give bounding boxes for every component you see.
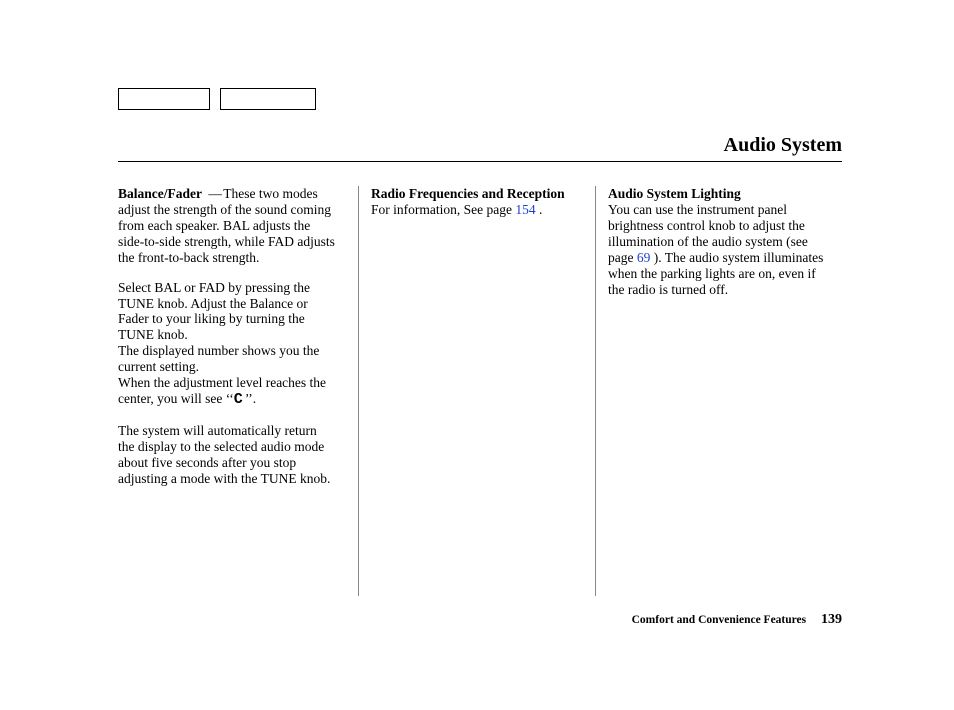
page-content: Audio System Balance/Fader — These two m… bbox=[118, 88, 842, 596]
rf-text-b: . bbox=[536, 202, 543, 217]
balance-fader-return: The system will automatically return the… bbox=[118, 423, 336, 487]
column-1: Balance/Fader — These two modes adjust t… bbox=[118, 186, 358, 596]
page-title: Audio System bbox=[724, 134, 842, 157]
balance-fader-intro: Balance/Fader — These two modes adjust t… bbox=[118, 186, 336, 266]
audio-lighting-heading: Audio System Lighting bbox=[608, 186, 834, 202]
balance-fader-number: The displayed number shows you the curre… bbox=[118, 343, 336, 375]
balance-fader-select: Select BAL or FAD by pressing the TUNE k… bbox=[118, 280, 336, 344]
audio-lighting-text: You can use the instrument panel brightn… bbox=[608, 202, 834, 298]
columns: Balance/Fader — These two modes adjust t… bbox=[118, 186, 842, 596]
balance-fader-label: Balance/Fader bbox=[118, 186, 202, 201]
footer-page-number: 139 bbox=[821, 612, 842, 627]
radio-frequencies-text: For information, See page 154 . bbox=[371, 202, 583, 218]
footer-section: Comfort and Convenience Features bbox=[632, 614, 807, 626]
tab-box-1 bbox=[118, 88, 210, 110]
center-glyph: C bbox=[234, 391, 245, 408]
column-2: Radio Frequencies and Reception For info… bbox=[358, 186, 596, 596]
top-tabs bbox=[118, 88, 842, 110]
page-link-69[interactable]: 69 bbox=[637, 250, 651, 265]
rf-text-a: For information, See page bbox=[371, 202, 515, 217]
balance-fader-center: When the adjustment level reaches the ce… bbox=[118, 375, 336, 409]
dash: — bbox=[206, 186, 223, 201]
radio-frequencies-heading: Radio Frequencies and Reception bbox=[371, 186, 583, 202]
center-text-b: ’’. bbox=[245, 391, 256, 406]
page-footer: Comfort and Convenience Features 139 bbox=[632, 612, 842, 628]
tab-box-2 bbox=[220, 88, 316, 110]
page-link-154[interactable]: 154 bbox=[515, 202, 535, 217]
column-3: Audio System Lighting You can use the in… bbox=[596, 186, 834, 596]
title-row: Audio System bbox=[118, 134, 842, 162]
center-text-a: When the adjustment level reaches the ce… bbox=[118, 375, 326, 406]
